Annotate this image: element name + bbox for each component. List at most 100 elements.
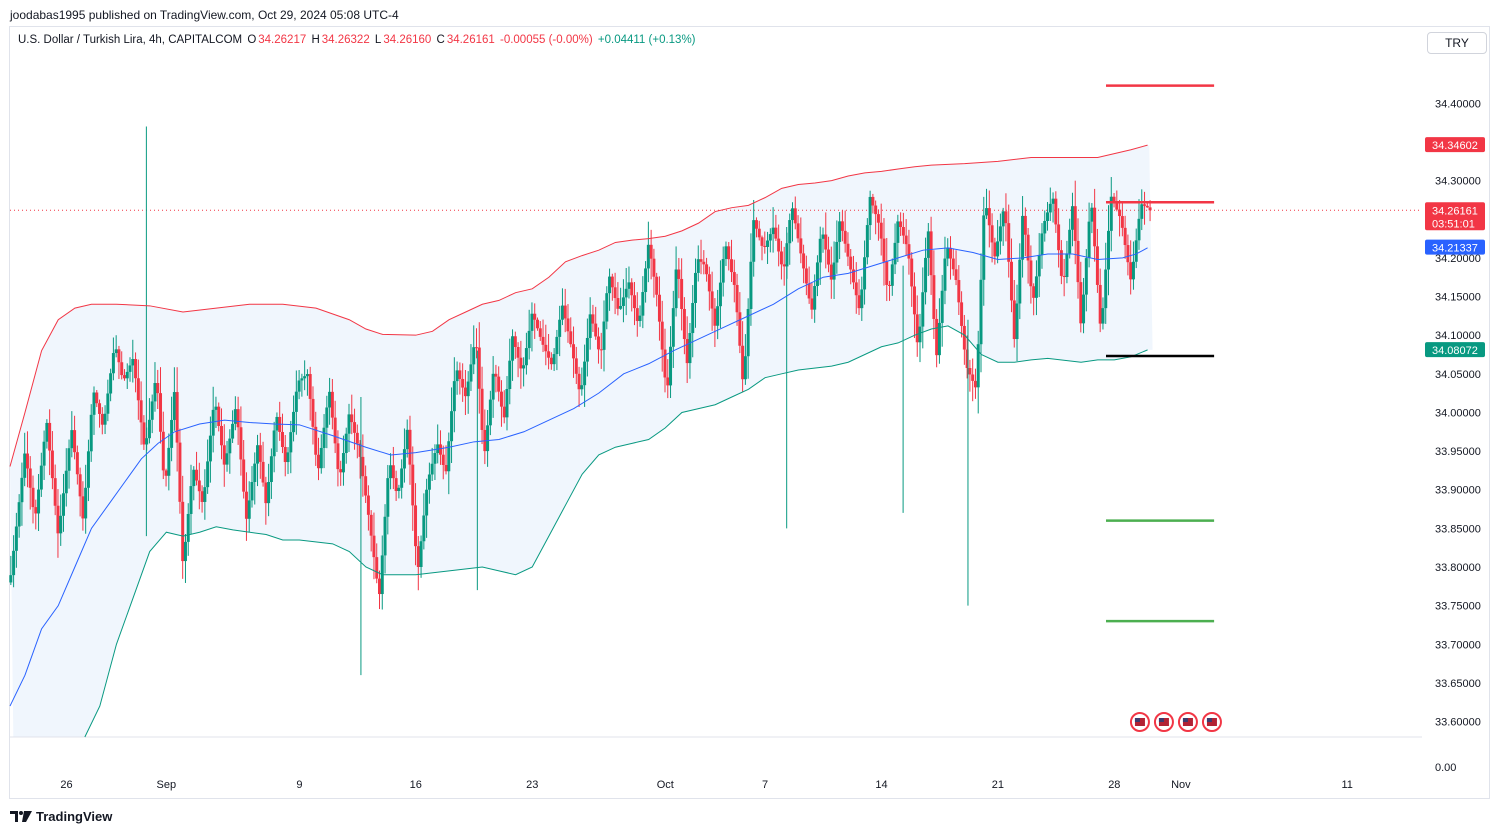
candle-down[interactable] [594, 323, 598, 337]
candle-up[interactable] [247, 500, 251, 519]
candle-up[interactable] [813, 286, 817, 310]
candle-up[interactable] [937, 322, 941, 356]
candle-up[interactable] [430, 463, 434, 475]
candle-up[interactable] [788, 220, 792, 244]
candle-up[interactable] [402, 449, 406, 469]
candle-down[interactable] [874, 205, 878, 215]
candle-down[interactable] [885, 261, 889, 285]
candle-down[interactable] [81, 496, 85, 519]
candle-up[interactable] [746, 308, 750, 357]
candle-down[interactable] [882, 238, 886, 262]
candle-down[interactable] [499, 391, 503, 407]
candle-down[interactable] [1123, 227, 1127, 246]
candle-up[interactable] [153, 383, 157, 402]
candle-down[interactable] [854, 282, 858, 296]
candle-down[interactable] [100, 413, 104, 425]
candle-up[interactable] [718, 282, 722, 307]
candle-down[interactable] [616, 298, 620, 309]
candle-down[interactable] [1029, 260, 1033, 287]
candle-down[interactable] [793, 208, 797, 224]
candle-up[interactable] [1104, 269, 1108, 309]
candle-up[interactable] [688, 333, 692, 364]
candle-up[interactable] [743, 356, 747, 380]
candle-down[interactable] [1057, 224, 1061, 251]
candle-up[interactable] [893, 242, 897, 265]
candle-down[interactable] [1112, 196, 1116, 204]
candle-down[interactable] [391, 465, 395, 479]
candle-up[interactable] [59, 515, 63, 534]
candle-down[interactable] [311, 398, 315, 427]
candle-up[interactable] [405, 429, 409, 450]
candle-down[interactable] [810, 298, 814, 310]
currency-button[interactable]: TRY [1427, 32, 1487, 54]
candle-up[interactable] [469, 364, 473, 382]
candle-down[interactable] [987, 208, 991, 226]
candle-up[interactable] [998, 226, 1002, 242]
candle-down[interactable] [705, 264, 709, 275]
candle-up[interactable] [588, 314, 592, 338]
candle-up[interactable] [749, 261, 753, 309]
candle-down[interactable] [219, 425, 223, 446]
candle-down[interactable] [990, 225, 994, 243]
candle-up[interactable] [508, 360, 512, 390]
candle-down[interactable] [649, 244, 653, 259]
candle-up[interactable] [585, 337, 589, 362]
candle-up[interactable] [450, 411, 454, 442]
candle-down[interactable] [494, 373, 498, 377]
candle-down[interactable] [222, 445, 226, 465]
candle-up[interactable] [14, 526, 18, 551]
candle-down[interactable] [735, 284, 739, 313]
candle-down[interactable] [957, 280, 961, 303]
candle-down[interactable] [754, 220, 758, 229]
candle-down[interactable] [971, 374, 975, 381]
candle-down[interactable] [25, 453, 29, 469]
candle-down[interactable] [519, 357, 523, 369]
candle-down[interactable] [1093, 207, 1097, 247]
candle-up[interactable] [39, 465, 43, 490]
candle-down[interactable] [1120, 216, 1124, 228]
candle-up[interactable] [926, 231, 930, 258]
candle-down[interactable] [962, 325, 966, 350]
candle-down[interactable] [782, 264, 786, 267]
candle-down[interactable] [480, 388, 484, 430]
candle-up[interactable] [322, 427, 326, 448]
candle-up[interactable] [940, 290, 944, 323]
candle-up[interactable] [1015, 303, 1019, 340]
candle-down[interactable] [134, 359, 138, 379]
candle-up[interactable] [233, 409, 237, 424]
candle-up[interactable] [214, 406, 218, 410]
candle-down[interactable] [538, 328, 542, 337]
candle-down[interactable] [264, 482, 268, 504]
candle-up[interactable] [292, 411, 296, 433]
candle-up[interactable] [272, 430, 276, 457]
candle-up[interactable] [37, 489, 41, 514]
candle-up[interactable] [386, 478, 390, 517]
candle-up[interactable] [289, 432, 293, 453]
candle-up[interactable] [580, 385, 584, 390]
candle-up[interactable] [821, 234, 825, 239]
candle-down[interactable] [236, 409, 240, 428]
symbol-description[interactable]: U.S. Dollar / Turkish Lira, 4h, CAPITALC… [18, 34, 243, 46]
candle-up[interactable] [1043, 220, 1047, 234]
candle-up[interactable] [530, 313, 534, 331]
candle-up[interactable] [560, 305, 564, 320]
candle-up[interactable] [9, 575, 13, 583]
candle-down[interactable] [78, 474, 82, 497]
candle-down[interactable] [414, 505, 418, 547]
candle-down[interactable] [1059, 250, 1063, 276]
candle-down[interactable] [663, 349, 667, 378]
candle-up[interactable] [724, 246, 728, 259]
candle-down[interactable] [53, 478, 57, 506]
candle-down[interactable] [660, 321, 664, 350]
candle-down[interactable] [549, 357, 553, 365]
candle-up[interactable] [669, 346, 673, 386]
candle-down[interactable] [804, 268, 808, 284]
candle-up[interactable] [389, 465, 393, 479]
candle-down[interactable] [827, 249, 831, 265]
candle-up[interactable] [89, 414, 93, 452]
candle-down[interactable] [164, 470, 168, 476]
candle-up[interactable] [114, 349, 118, 354]
candle-down[interactable] [239, 427, 243, 460]
candle-down[interactable] [1007, 223, 1011, 262]
candle-up[interactable] [131, 359, 135, 366]
